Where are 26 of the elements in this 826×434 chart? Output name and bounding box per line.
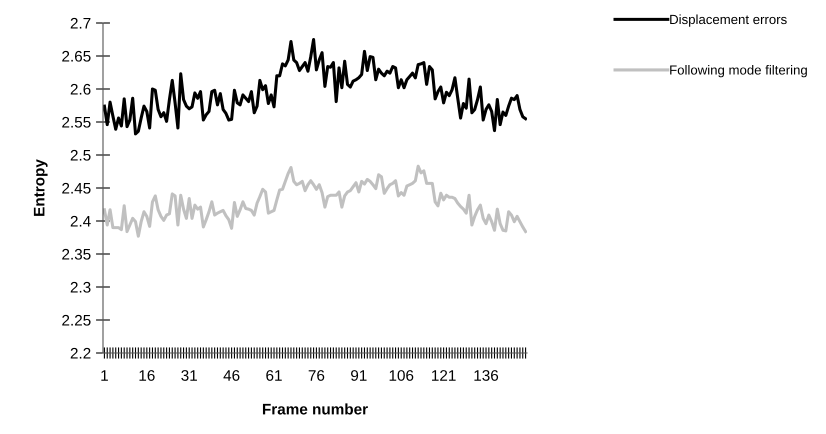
x-tick-label: 31 [181,370,197,381]
y-tick-label: 2.4 [70,216,91,227]
y-tick-label: 2.2 [70,348,90,359]
y-tick-label: 2.25 [62,314,91,326]
y-tick-label: 2.6 [70,84,91,95]
x-tick-label: 46 [223,370,240,381]
x-axis-title: Frame number [262,403,368,415]
line-series [103,164,527,238]
x-tick-label: 16 [139,370,155,381]
y-tick-label: 2.55 [62,116,91,128]
y-axis-title: Entropy [34,159,48,216]
x-tick-label: 61 [266,370,282,381]
y-tick-label: 2.65 [62,50,91,62]
y-tick-label: 2.35 [62,248,91,260]
y-tick-label: 2.3 [70,282,91,293]
y-tick-label: 2.7 [70,18,90,29]
x-tick-label: 76 [308,370,324,381]
x-tick-label: 1 [101,370,108,381]
x-tick-label: 121 [432,370,456,381]
x-tick-label: 91 [351,370,367,381]
y-tick-label: 2.45 [62,182,91,194]
y-tick-label: 2.5 [70,150,91,161]
legend-label: Displacement errors [670,14,787,27]
x-tick-label: 106 [390,370,414,381]
legend-label: Following mode filtering [670,64,807,78]
x-tick-label: 136 [474,370,498,381]
